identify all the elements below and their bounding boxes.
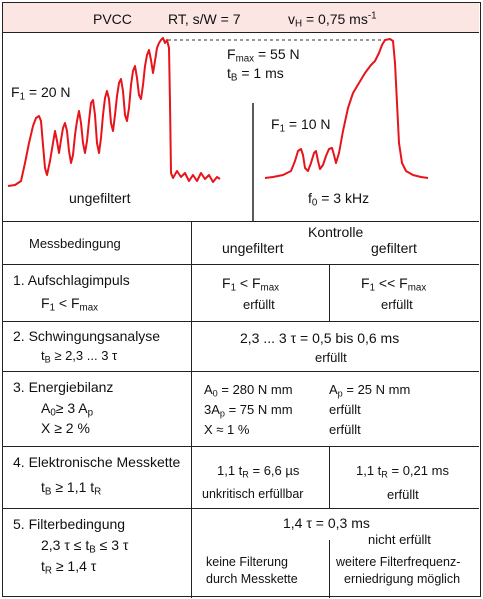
r1-title: 1. Aufschlagimpuls [13,272,130,288]
col-head-messbedingung: Messbedingung [29,236,121,251]
r3-value-ap: Ap = 25 N mm [329,382,411,399]
unfiltered-force-trace [7,37,221,187]
r1-unfiltered-status: erfüllt [243,297,275,312]
right-f1-label: F1 = 10 N [271,116,331,135]
left-f1-label: F1 = 20 N [11,84,71,103]
r5-filtered-line2: erniedrigung möglich [344,572,461,586]
r2-status: erfüllt [315,350,347,365]
r3-condition-1: A0≥ 3 Ap [41,400,94,419]
row-rule-2 [3,321,479,322]
r4-condition: tB ≥ 1,1 tR [41,479,102,498]
filtered-force-trace [264,38,429,179]
col-divider-main [191,221,192,598]
fmax-label: Fmax = 55 N [227,46,300,65]
col-divider-r5 [329,540,330,598]
col-divider-r4 [329,446,330,508]
force-plots [7,37,429,221]
r5-title: 5. Filterbedingung [13,516,126,532]
r4-unfiltered-status: unkritisch erfüllbar [202,487,304,501]
r2-value: 2,3 ... 3 τ = 0,5 bis 0,6 ms [240,330,400,346]
col-head-gefiltert: gefiltert [371,240,417,256]
r5-filtered-line1: weitere Filterfrequenz- [336,555,461,569]
r4-filtered-value: 1,1 tR = 0,21 ms [356,463,449,480]
r2-title: 2. Schwingungsanalyse [13,328,161,344]
tb-label: tB = 1 ms [227,65,284,84]
r5-condition-1: 2,3 τ ≤ tB ≤ 3 τ [41,537,129,556]
r3-status-2: erfüllt [329,422,361,437]
row-rule-3 [3,371,479,372]
row-rule-5 [3,508,479,509]
r5-value: 1,4 τ = 0,3 ms [283,515,370,531]
r3-condition-2: X ≥ 2 % [41,420,90,436]
r3-value-a0: A0 = 280 N mm [204,382,293,399]
r1-condition: F1 < Fmax [41,295,99,314]
r3-value-3ap: 3Ap = 75 N mm [204,402,293,419]
f0-label: f0 = 3 kHz [308,190,370,209]
r2-condition: tB ≥ 2,3 ... 3 τ [41,348,118,365]
r3-status-1: erfüllt [329,402,361,417]
r1-unfiltered-value: F1 < Fmax [222,275,280,294]
row-rule-4 [3,446,479,447]
r4-title: 4. Elektronische Messkette [13,454,181,470]
r4-unfiltered-value: 1,1 tR = 6,6 µs [217,463,300,480]
unfiltered-caption: ungefiltert [69,190,131,206]
r5-unfiltered-line1: keine Filterung [206,555,288,569]
r1-filtered-status: erfüllt [381,297,413,312]
col-divider-r1 [329,264,330,321]
r1-filtered-value: F1 << Fmax [361,275,427,294]
col-head-ungefiltert: ungefiltert [222,240,284,256]
header-rt: RT, s/W = 7 [168,11,241,27]
r5-unfiltered-line2: durch Messkette [206,572,298,586]
header-pvcc: PVCC [93,11,132,27]
r3-value-x: X ≈ 1 % [204,422,250,437]
col-head-kontrolle: Kontrolle [308,224,364,240]
r5-condition-2: tR ≥ 1,4 τ [41,558,97,577]
r5-not-met: nicht erfüllt [368,532,431,547]
r3-title: 3. Energiebilanz [13,379,114,395]
header-band: PVCC RT, s/W = 7 vH = 0,75 ms-1 [3,3,479,33]
header-vh: vH = 0,75 ms-1 [288,10,377,30]
r4-filtered-status: erfüllt [387,487,419,502]
row-rule-1 [3,264,479,265]
table-top-rule [3,221,479,222]
